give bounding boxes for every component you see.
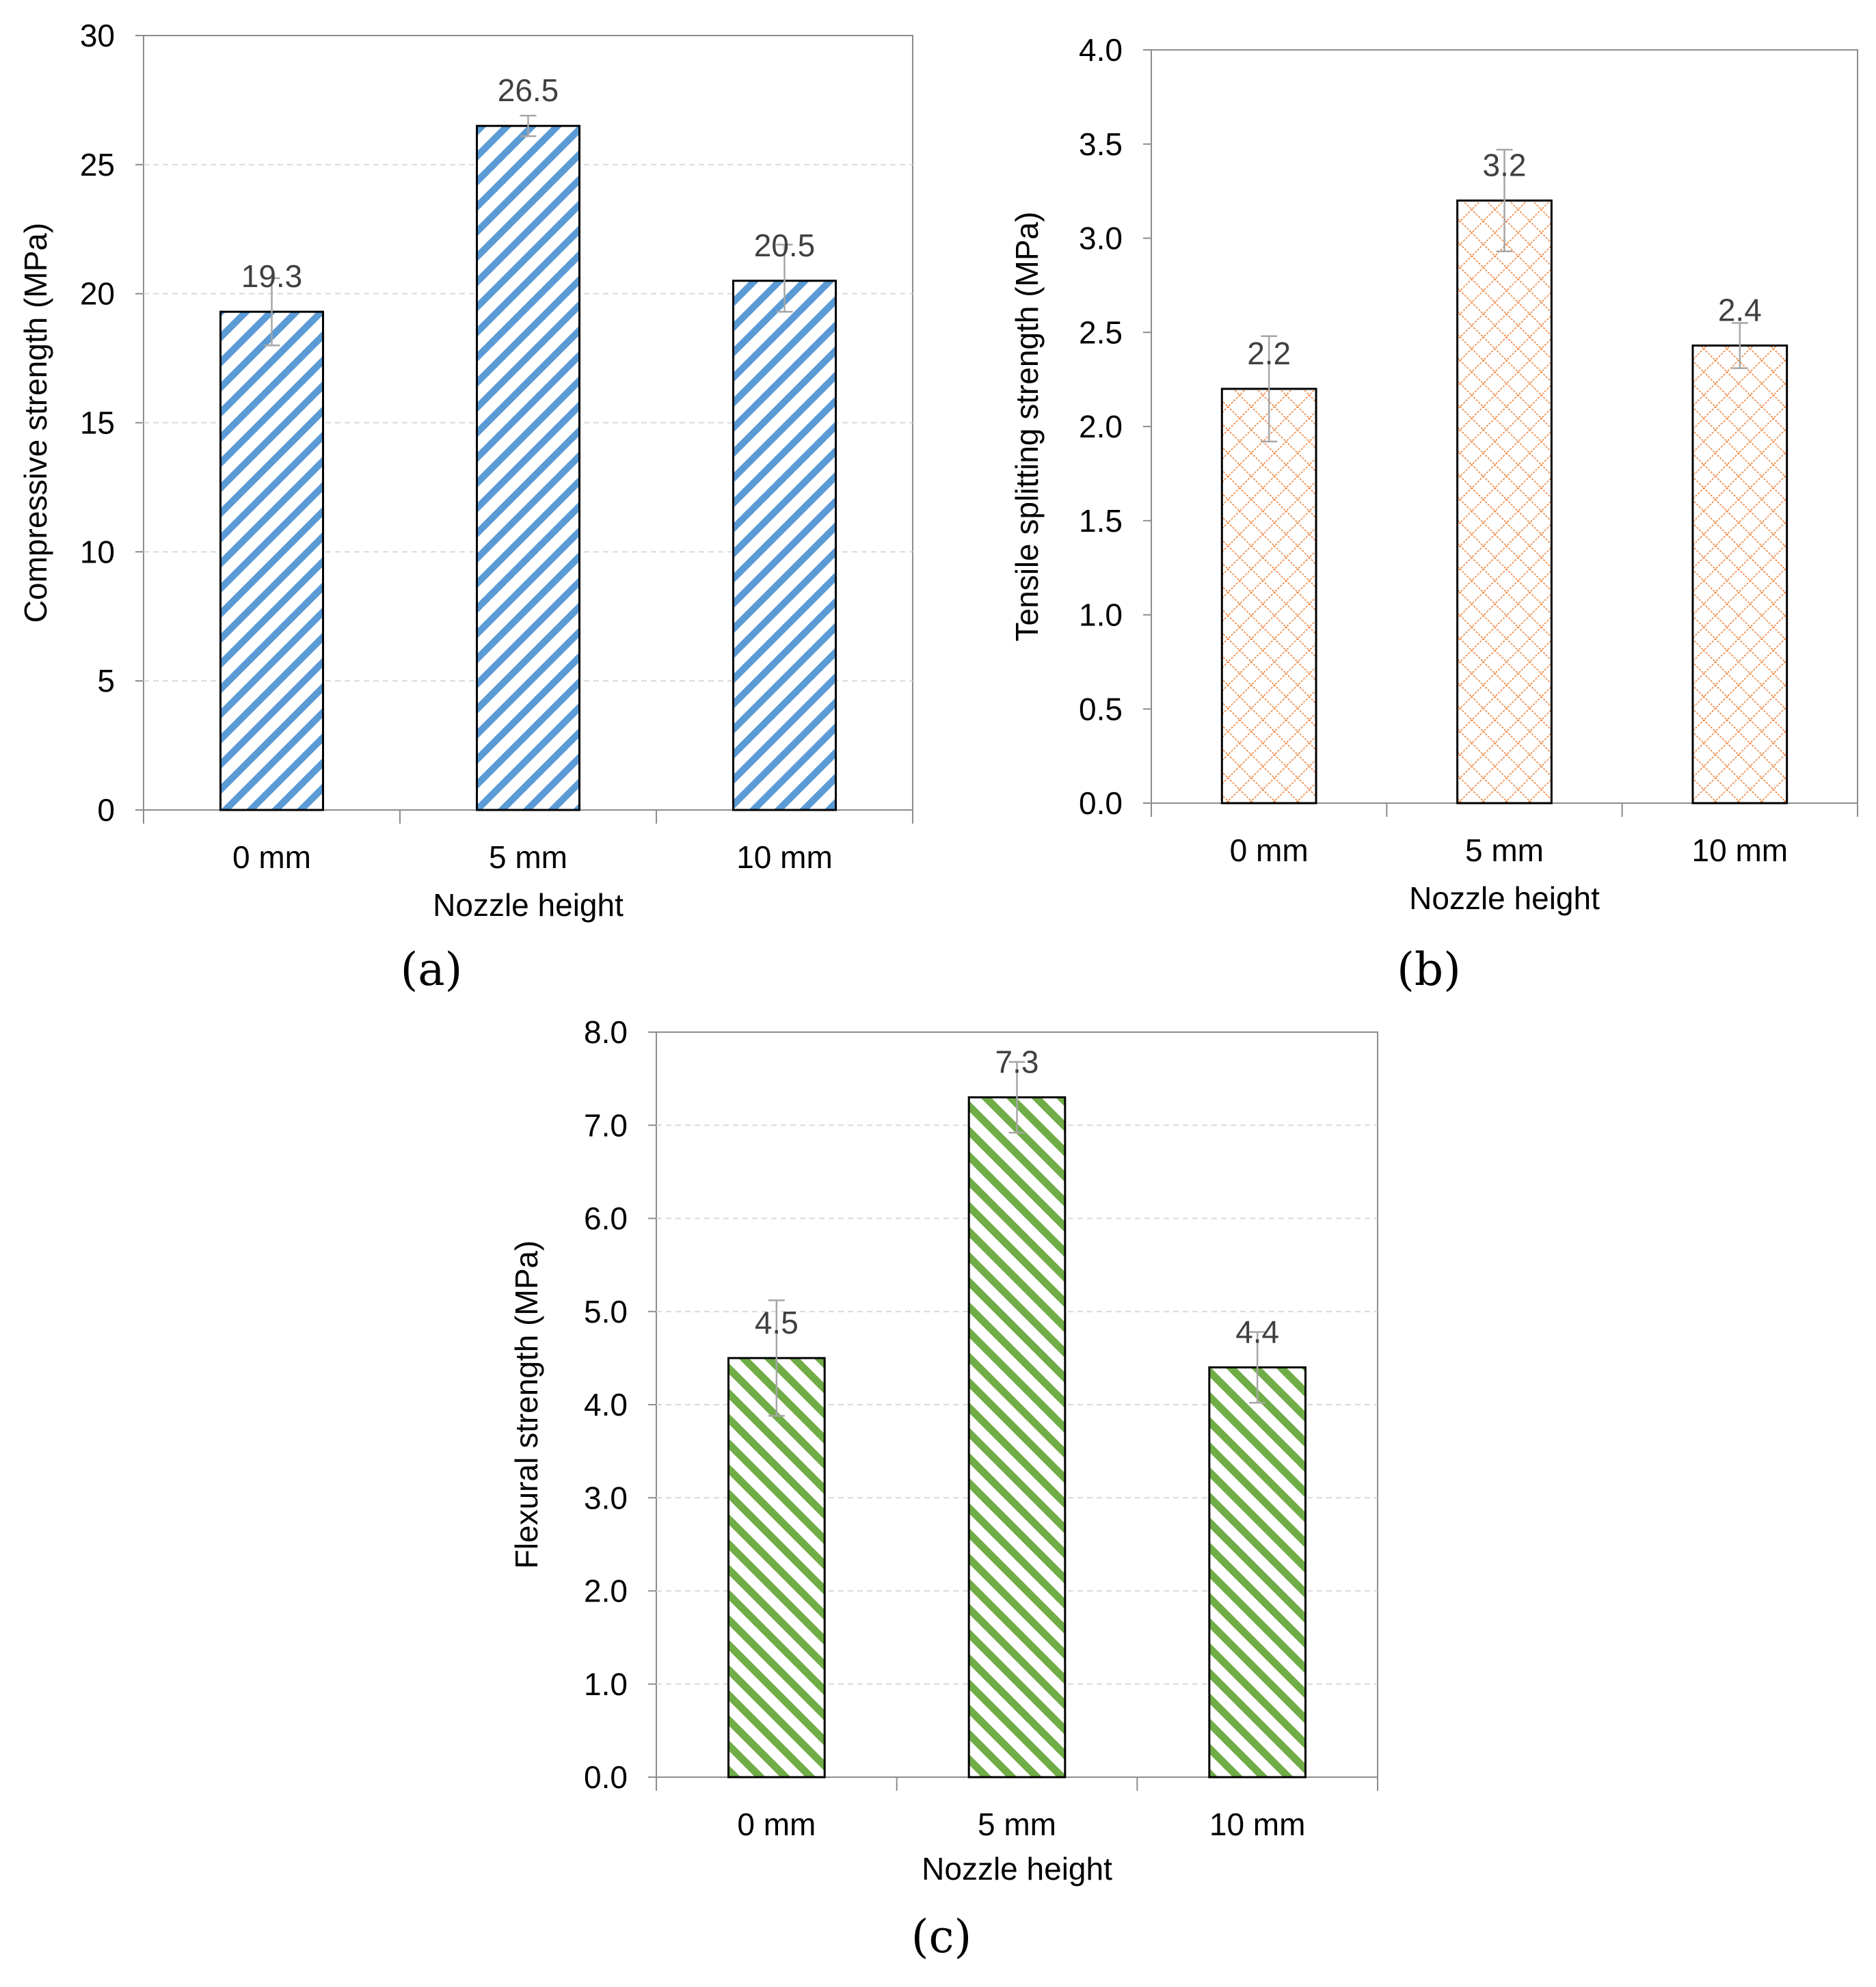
data-label-b-0: 2.2 [1247, 336, 1291, 371]
x-tick-label-a-2: 10 mm [736, 839, 833, 875]
y-tick-label-b: 4.0 [1079, 32, 1123, 68]
x-tick-label-a-0: 0 mm [232, 839, 311, 875]
data-label-c-1: 7.3 [995, 1044, 1039, 1079]
y-tick-label-b: 0.5 [1079, 691, 1123, 727]
x-axis-title-c: Nozzle height [922, 1851, 1112, 1887]
data-label-a-0: 19.3 [241, 258, 303, 294]
chart-c: 0.0 1.0 2.0 3.0 4.0 5.0 6.0 7.0 8.0 4.5 0 mm 7.3 5 m… [479, 998, 1436, 1907]
bar-b-1 [1456, 199, 1553, 805]
data-label-b-1: 3.2 [1483, 147, 1527, 183]
y-tick-label-b: 3.5 [1079, 126, 1123, 162]
data-label-c-2: 4.4 [1235, 1314, 1279, 1350]
chart-a-svg: 0 5 10 15 20 25 30 19.3 0 mm 26.5 5 mm 20.5 10 mm Noz… [18, 18, 913, 923]
y-tick-label-b: 1.5 [1079, 503, 1123, 539]
x-tick-label-c-2: 10 mm [1209, 1807, 1306, 1842]
bar-a-1 [476, 124, 580, 811]
x-tick-label-c-0: 0 mm [737, 1807, 816, 1842]
data-label-b-2: 2.4 [1718, 293, 1762, 328]
panel-label-a: (a) [400, 943, 463, 996]
y-tick-label-a: 25 [80, 147, 115, 183]
data-label-a-2: 20.5 [754, 228, 816, 263]
y-tick-label-c: 4.0 [584, 1387, 628, 1422]
bar-c-0 [727, 1357, 826, 1779]
x-axis-title-b: Nozzle height [1409, 880, 1600, 916]
y-tick-label-c: 1.0 [584, 1666, 628, 1702]
bar-b-0 [1220, 388, 1317, 805]
y-tick-label-a: 15 [80, 405, 115, 441]
y-tick-label-c: 2.0 [584, 1573, 628, 1609]
x-axis-title-a: Nozzle height [433, 887, 624, 923]
x-tick-label-b-1: 5 mm [1465, 833, 1544, 868]
chart-a: 0 5 10 15 20 25 30 19.3 0 mm 26.5 5 mm 20.5 10 mm Noz… [0, 0, 938, 957]
data-label-a-1: 26.5 [498, 72, 559, 108]
y-tick-label-b: 3.0 [1079, 221, 1123, 256]
y-tick-label-c: 7.0 [584, 1107, 628, 1143]
y-tick-label-c: 8.0 [584, 1014, 628, 1050]
y-tick-label-c: 0.0 [584, 1759, 628, 1795]
panel-label-b: (b) [1397, 943, 1461, 996]
chart-b-svg: 0.0 0.5 1.0 1.5 2.0 2.5 3.0 3.5 4.0 2.2 0 mm 3.2 5 m… [1009, 32, 1858, 916]
bar-c-1 [967, 1096, 1067, 1779]
bar-a-0 [219, 310, 324, 811]
y-tick-label-b: 0.0 [1079, 785, 1123, 821]
y-tick-label-b: 2.0 [1079, 409, 1123, 444]
y-tick-label-a: 30 [80, 18, 115, 53]
x-tick-label-b-2: 10 mm [1692, 833, 1788, 868]
x-tick-label-c-1: 5 mm [978, 1807, 1056, 1842]
y-axis-title-b: Tensile splitting strength (MPa) [1009, 212, 1045, 642]
y-tick-label-a: 0 [97, 792, 115, 828]
y-tick-label-b: 1.0 [1079, 597, 1123, 633]
y-tick-label-a: 5 [97, 663, 115, 699]
y-tick-label-c: 3.0 [584, 1480, 628, 1515]
x-tick-label-b-0: 0 mm [1230, 833, 1309, 868]
chart-c-svg: 0.0 1.0 2.0 3.0 4.0 5.0 6.0 7.0 8.0 4.5 0 mm 7.3 5 m… [509, 1014, 1378, 1887]
y-tick-label-a: 10 [80, 534, 115, 569]
panel-label-c: (c) [911, 1910, 972, 1963]
y-axis-title-c: Flexural strength (MPa) [509, 1241, 544, 1569]
chart-b: 0.0 0.5 1.0 1.5 2.0 2.5 3.0 3.5 4.0 2.2 0 mm 3.2 5 m… [938, 0, 1876, 957]
y-tick-label-c: 6.0 [584, 1201, 628, 1236]
y-tick-label-a: 20 [80, 276, 115, 312]
y-tick-label-b: 2.5 [1079, 314, 1123, 350]
bar-b-2 [1691, 344, 1788, 805]
bar-a-2 [732, 280, 837, 811]
y-tick-label-c: 5.0 [584, 1294, 628, 1329]
x-tick-label-a-1: 5 mm [489, 839, 567, 875]
bar-c-2 [1208, 1366, 1307, 1779]
y-axis-title-a: Compressive strength (MPa) [18, 223, 53, 623]
data-label-c-0: 4.5 [755, 1305, 799, 1340]
